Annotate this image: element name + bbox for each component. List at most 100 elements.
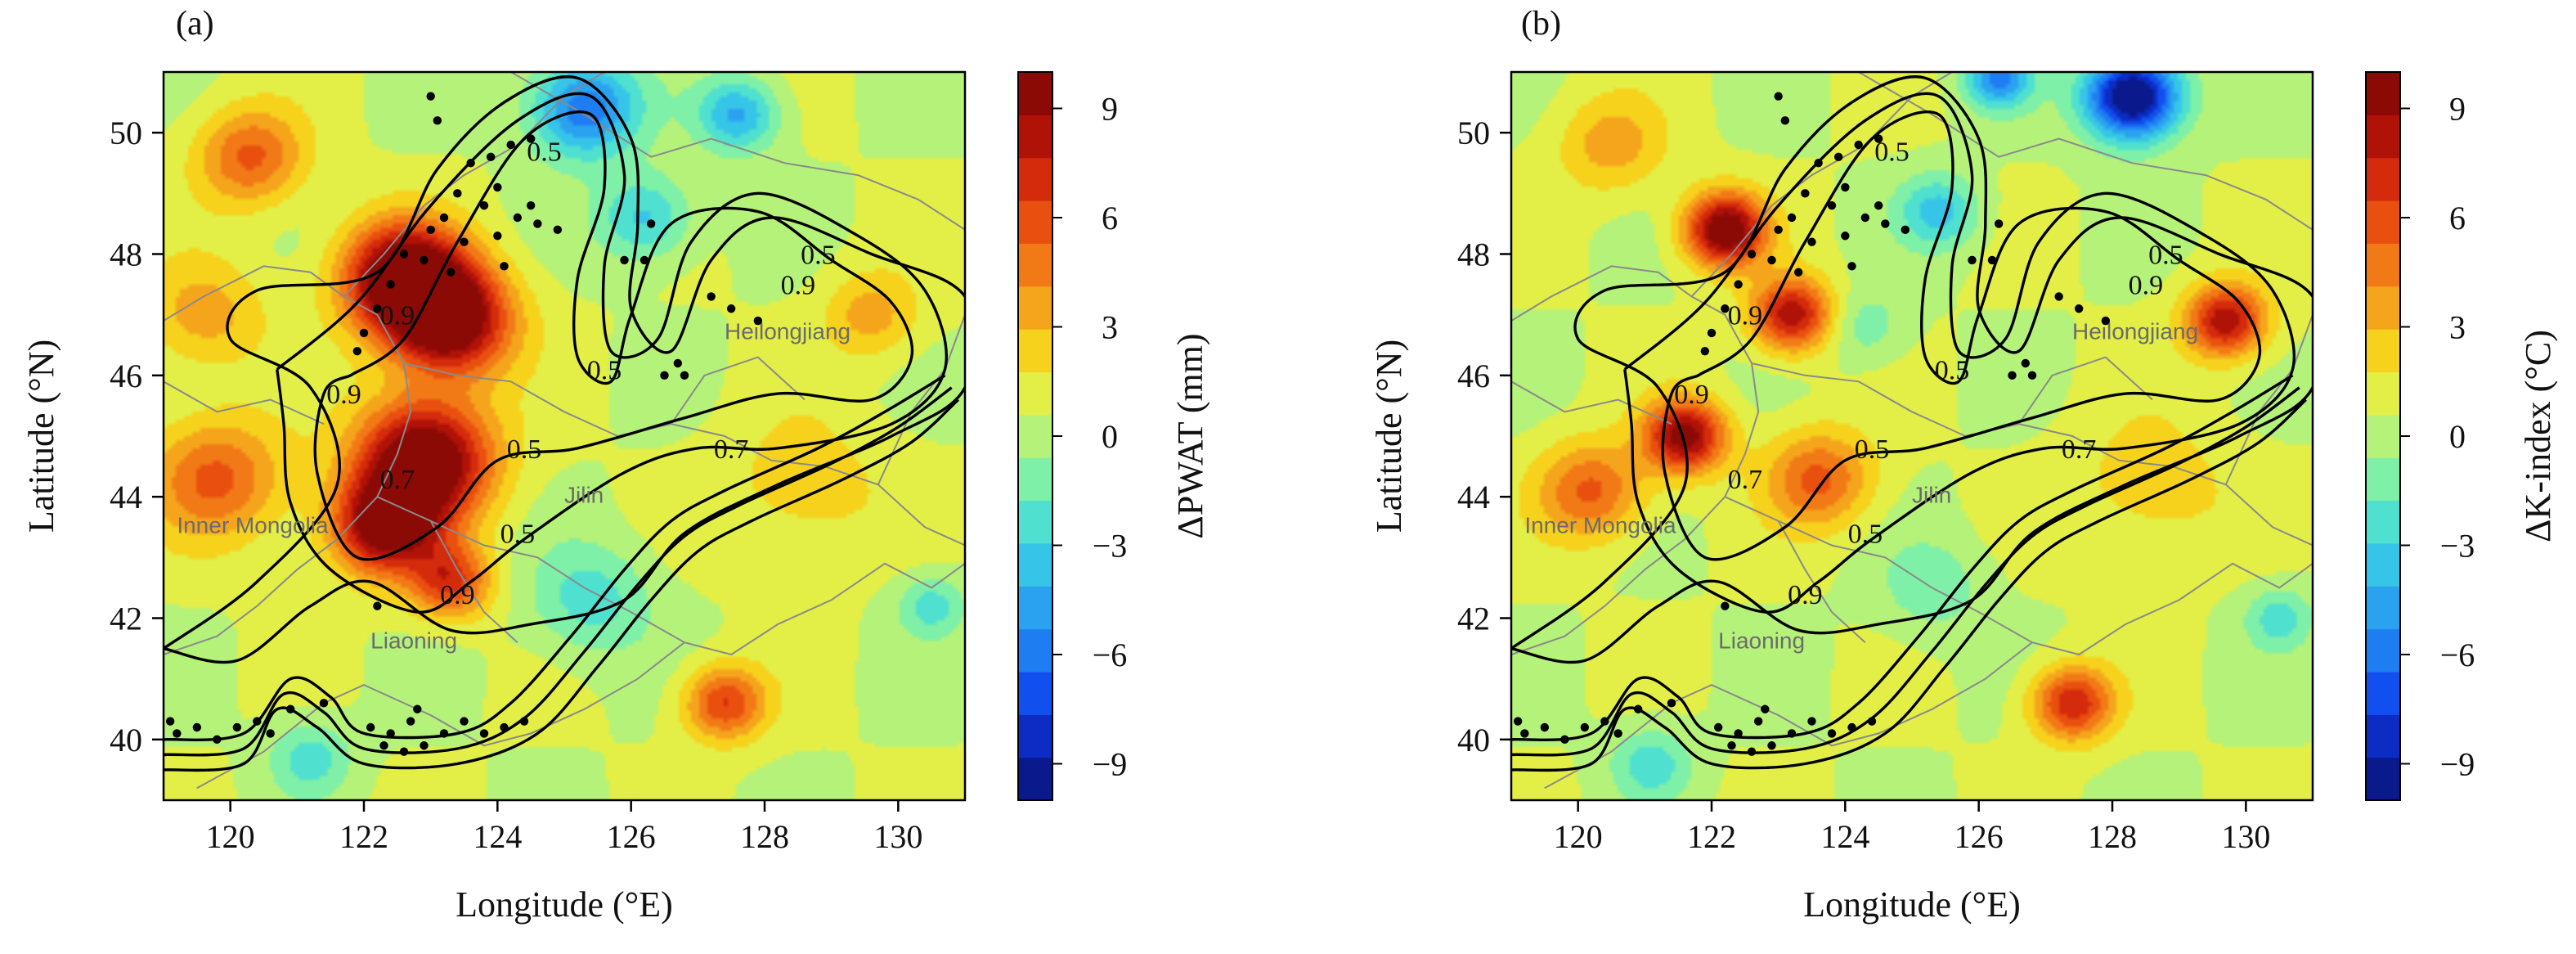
contour-label: 0.5 xyxy=(1855,434,1890,465)
station-point xyxy=(513,213,523,223)
station-point xyxy=(1767,255,1776,265)
station-point xyxy=(479,200,489,210)
station-point xyxy=(500,262,509,271)
panel-label: (b) xyxy=(1521,5,1561,43)
station-point xyxy=(1793,268,1803,277)
station-point xyxy=(165,717,175,726)
station-point xyxy=(640,255,649,265)
colorbar-tick-label: −6 xyxy=(1093,637,1128,673)
station-point xyxy=(1540,722,1550,732)
contour-line xyxy=(1511,75,2313,664)
y-tick-label: 44 xyxy=(110,479,142,515)
colorbar-tick-label: 3 xyxy=(1102,309,1118,346)
colorbar-swatch xyxy=(1018,757,1052,801)
station-point xyxy=(1994,219,2004,228)
station-point xyxy=(439,213,449,223)
station-point xyxy=(493,232,502,241)
station-point xyxy=(1520,729,1529,738)
station-point xyxy=(266,729,275,738)
station-point xyxy=(1780,116,1790,125)
station-point xyxy=(1747,250,1757,259)
contour-label: 0.9 xyxy=(380,301,415,331)
station-point xyxy=(1767,741,1776,750)
province-label: Heilongjiang xyxy=(725,318,850,344)
colorbar-tick-label: −3 xyxy=(1093,528,1128,565)
station-point xyxy=(192,722,202,732)
contour-line xyxy=(1623,92,2296,614)
contour-label: 0.7 xyxy=(714,434,749,465)
station-point xyxy=(620,255,629,265)
contour-label: 0.5 xyxy=(801,241,836,271)
colorbar-swatch xyxy=(2366,371,2400,416)
plot-frame xyxy=(1510,70,2314,802)
station-point xyxy=(1801,189,1810,198)
station-point xyxy=(2054,292,2063,301)
station-point xyxy=(1874,134,1883,143)
colorbar-swatch xyxy=(2366,628,2400,673)
x-tick-label: 130 xyxy=(873,818,922,855)
colorbar-swatch xyxy=(2366,586,2400,630)
station-point xyxy=(1787,213,1797,223)
station-point xyxy=(1753,717,1763,726)
station-point xyxy=(519,717,529,726)
colorbar-swatch xyxy=(2366,115,2400,159)
province-border xyxy=(403,362,965,547)
colorbar-tick-label: 0 xyxy=(2449,418,2466,455)
province-label: Inner Mongolia xyxy=(177,513,329,538)
station-point xyxy=(1860,213,1870,223)
station-point xyxy=(526,200,536,210)
station-point xyxy=(1667,699,1676,708)
y-tick-label: 50 xyxy=(1457,115,1490,151)
colorbar-swatch xyxy=(2366,500,2400,544)
y-tick-label: 40 xyxy=(1457,722,1490,758)
station-point xyxy=(1874,200,1883,210)
station-point xyxy=(506,140,515,150)
colorbar-tick-label: −6 xyxy=(2440,637,2475,673)
station-point xyxy=(1881,219,1890,228)
station-point xyxy=(420,255,429,265)
colorbar-tick-label: −9 xyxy=(1093,746,1128,783)
station-point xyxy=(1787,729,1797,738)
x-tick-label: 120 xyxy=(1554,818,1603,855)
y-tick-label: 48 xyxy=(1457,236,1490,273)
province-border xyxy=(1511,380,1672,425)
contour-line xyxy=(1661,110,2262,561)
colorbar-swatch xyxy=(1018,157,1052,201)
colorbar-tick-label: 6 xyxy=(2449,200,2466,236)
station-point xyxy=(1807,237,1816,246)
station-point xyxy=(707,292,716,301)
colorbar-tick-label: 9 xyxy=(2449,91,2466,128)
station-point xyxy=(386,729,395,738)
colorbar-tick-label: 6 xyxy=(1102,200,1118,236)
station-point xyxy=(1727,741,1736,750)
station-point xyxy=(426,225,435,235)
colorbar-swatch xyxy=(1018,414,1052,458)
contour-label: 0.9 xyxy=(781,271,816,301)
x-axis-title: Longitude (°E) xyxy=(456,884,673,925)
station-point xyxy=(1633,704,1643,713)
province-border xyxy=(1544,641,2033,790)
station-point xyxy=(680,371,689,380)
station-point xyxy=(1854,140,1863,150)
station-point xyxy=(253,717,262,726)
station-point xyxy=(433,116,442,125)
station-point xyxy=(1987,255,1997,265)
station-point xyxy=(726,304,736,313)
station-point xyxy=(1901,225,1910,235)
station-point xyxy=(1847,722,1856,732)
y-tick-label: 50 xyxy=(110,115,142,151)
y-tick-label: 42 xyxy=(1457,601,1490,637)
colorbar-swatch xyxy=(2366,414,2400,458)
station-point xyxy=(1721,601,1730,610)
contour-label: 0.9 xyxy=(1788,580,1823,610)
colorbar-title: ΔPWAT (mm) xyxy=(1170,333,1210,538)
colorbar-tick-label: 0 xyxy=(1102,418,1118,455)
station-point xyxy=(285,704,295,713)
station-point xyxy=(453,189,462,198)
station-point xyxy=(213,735,222,745)
contour-line xyxy=(1511,386,2300,757)
colorbar-swatch xyxy=(2366,243,2400,287)
station-point xyxy=(2008,371,2017,380)
station-point xyxy=(426,92,435,101)
